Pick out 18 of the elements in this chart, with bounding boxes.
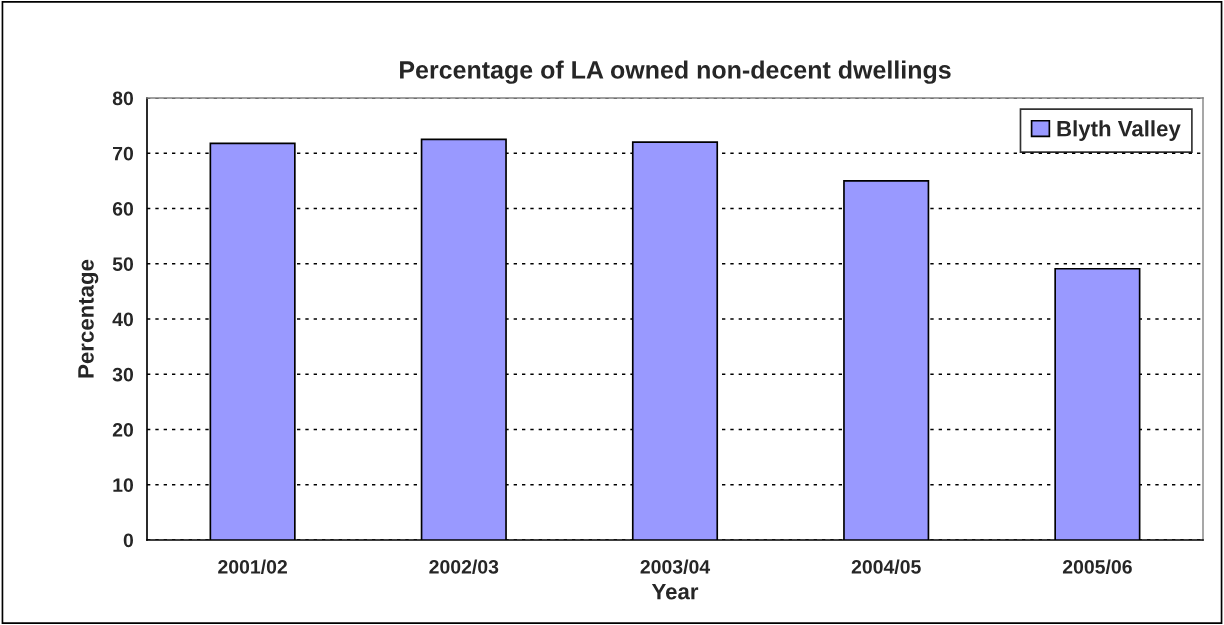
- y-tick-label: 0: [123, 533, 134, 548]
- y-axis-title: Percentage: [78, 259, 99, 378]
- y-tick-label: 40: [112, 312, 134, 327]
- y-tick-label: 60: [112, 201, 134, 216]
- y-tick-label: 30: [112, 367, 134, 382]
- y-tick-label: 50: [112, 257, 134, 271]
- x-tick-label: 2003/04: [640, 559, 711, 574]
- x-tick-label: 2001/02: [218, 559, 287, 574]
- x-tick-label: 2004/05: [851, 559, 921, 574]
- chart-title: Percentage of LA owned non-decent dwellings: [400, 60, 951, 84]
- y-tick-label: 80: [112, 91, 134, 106]
- y-tick-label: 70: [113, 146, 134, 161]
- y-tick-label: 20: [112, 422, 134, 437]
- y-tick-label: 10: [113, 478, 134, 492]
- x-tick-label: 2005/06: [1062, 559, 1132, 574]
- x-tick-label: 2002/03: [429, 559, 499, 574]
- x-axis-title: Year: [651, 583, 699, 600]
- legend-label: Blyth Valley: [1057, 120, 1181, 141]
